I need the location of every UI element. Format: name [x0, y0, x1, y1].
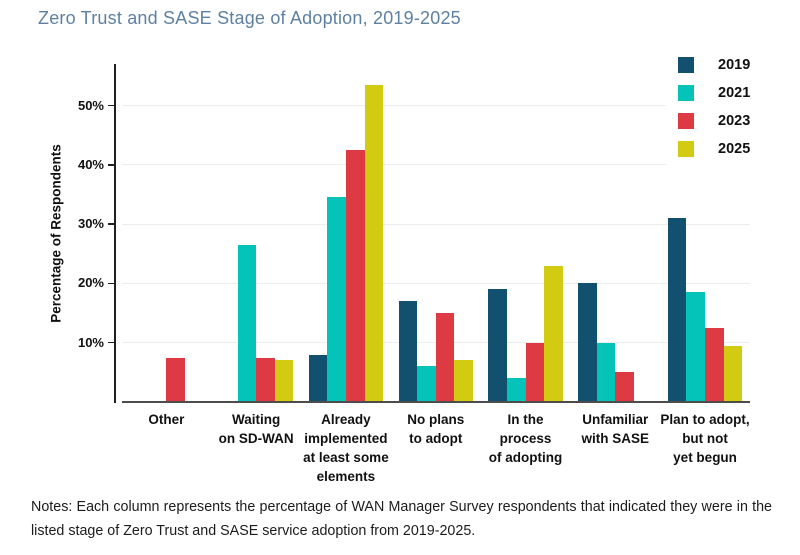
x-category-label: Other — [122, 410, 212, 429]
bar-2019 — [488, 289, 507, 402]
y-axis-tick — [108, 164, 115, 166]
x-category-label-line: but not — [682, 431, 728, 446]
bar-2023 — [525, 342, 545, 402]
legend-label: 2021 — [718, 85, 751, 101]
bar-2023 — [166, 357, 185, 402]
x-category-label-line: In the process — [499, 412, 552, 446]
bar-2021 — [686, 292, 706, 402]
bar-2025 — [364, 84, 384, 402]
legend-label: 2025 — [718, 141, 751, 157]
bar-2025 — [723, 345, 743, 402]
y-axis-tick — [108, 282, 115, 285]
y-axis-tick — [108, 104, 115, 107]
legend-label: 2019 — [718, 57, 751, 73]
bar-2019 — [398, 301, 418, 402]
x-category-label-line: Waiting — [232, 412, 281, 427]
x-category-label-line: Plan to adopt, — [660, 412, 750, 427]
x-category-label: Waiting on SD-WAN — [211, 410, 301, 448]
x-category-label-line: Unfamiliar — [582, 412, 649, 427]
legend-swatch-2019 — [678, 57, 694, 73]
bar-2021 — [327, 197, 346, 402]
x-axis-baseline — [121, 401, 750, 403]
x-category-label: Plan to adopt, but not yet begun — [660, 410, 750, 467]
legend-swatch-2025 — [678, 141, 694, 157]
x-category-label: Unfamiliar with SASE — [570, 410, 660, 448]
bar-2021 — [237, 244, 257, 402]
gridline — [121, 223, 750, 225]
x-category-label: Already implemented at least some elements — [301, 410, 391, 486]
y-axis-line — [114, 64, 116, 403]
legend-swatch-2023 — [678, 113, 694, 129]
x-category-label-line: elements — [316, 469, 376, 484]
y-axis-tick — [108, 223, 115, 225]
chart-title: Zero Trust and SASE Stage of Adoption, 2… — [38, 8, 461, 28]
legend: 2019 2021 2023 2025 — [666, 48, 780, 173]
x-category-label-line: Already — [321, 412, 371, 427]
legend-item: 2025 — [678, 141, 768, 157]
legend-swatch-2021 — [678, 85, 694, 101]
bar-2025 — [454, 360, 473, 402]
x-category-label-line: implemented — [304, 431, 388, 446]
y-tick-label: 20% — [77, 275, 104, 291]
bar-2019 — [667, 218, 687, 402]
bar-2023 — [705, 327, 724, 402]
y-tick-label: 10% — [77, 334, 104, 350]
gridline — [121, 164, 750, 166]
bar-2021 — [506, 378, 526, 402]
x-category-label: No plans to adopt — [391, 410, 481, 448]
y-axis-tick — [108, 341, 115, 344]
x-category-label-line: to adopt — [409, 431, 463, 446]
x-category-label: In the process of adopting — [481, 410, 571, 467]
y-tick-label: 50% — [77, 97, 104, 113]
legend-item: 2021 — [678, 85, 768, 101]
bar-2023 — [615, 372, 634, 402]
bar-2023 — [345, 149, 365, 402]
x-category-label-line: on SD-WAN — [218, 431, 294, 446]
notes-text: Notes: Each column represents the percen… — [31, 499, 772, 540]
x-category-label-line: at least some — [303, 450, 389, 465]
legend-item: 2019 — [678, 57, 768, 73]
x-category-label-line: Other — [148, 412, 185, 427]
bar-2021 — [596, 342, 616, 402]
bar-2019 — [308, 354, 328, 402]
x-category-label-line: of adopting — [488, 450, 563, 465]
y-tick-label: 40% — [77, 156, 104, 172]
bar-2023 — [435, 313, 455, 402]
bar-2025 — [274, 360, 294, 402]
legend-label: 2023 — [718, 113, 751, 129]
bar-2021 — [417, 366, 436, 402]
x-category-label-line: yet begun — [673, 450, 737, 465]
x-category-label-line: with SASE — [581, 431, 650, 446]
x-category-label-line: No plans — [407, 412, 465, 427]
legend-item: 2023 — [678, 113, 768, 129]
bar-2023 — [256, 357, 275, 402]
y-tick-label: 30% — [77, 216, 104, 232]
gridline — [121, 282, 750, 284]
bar-2025 — [544, 265, 563, 402]
gridline — [121, 105, 750, 106]
bar-2019 — [578, 283, 597, 402]
